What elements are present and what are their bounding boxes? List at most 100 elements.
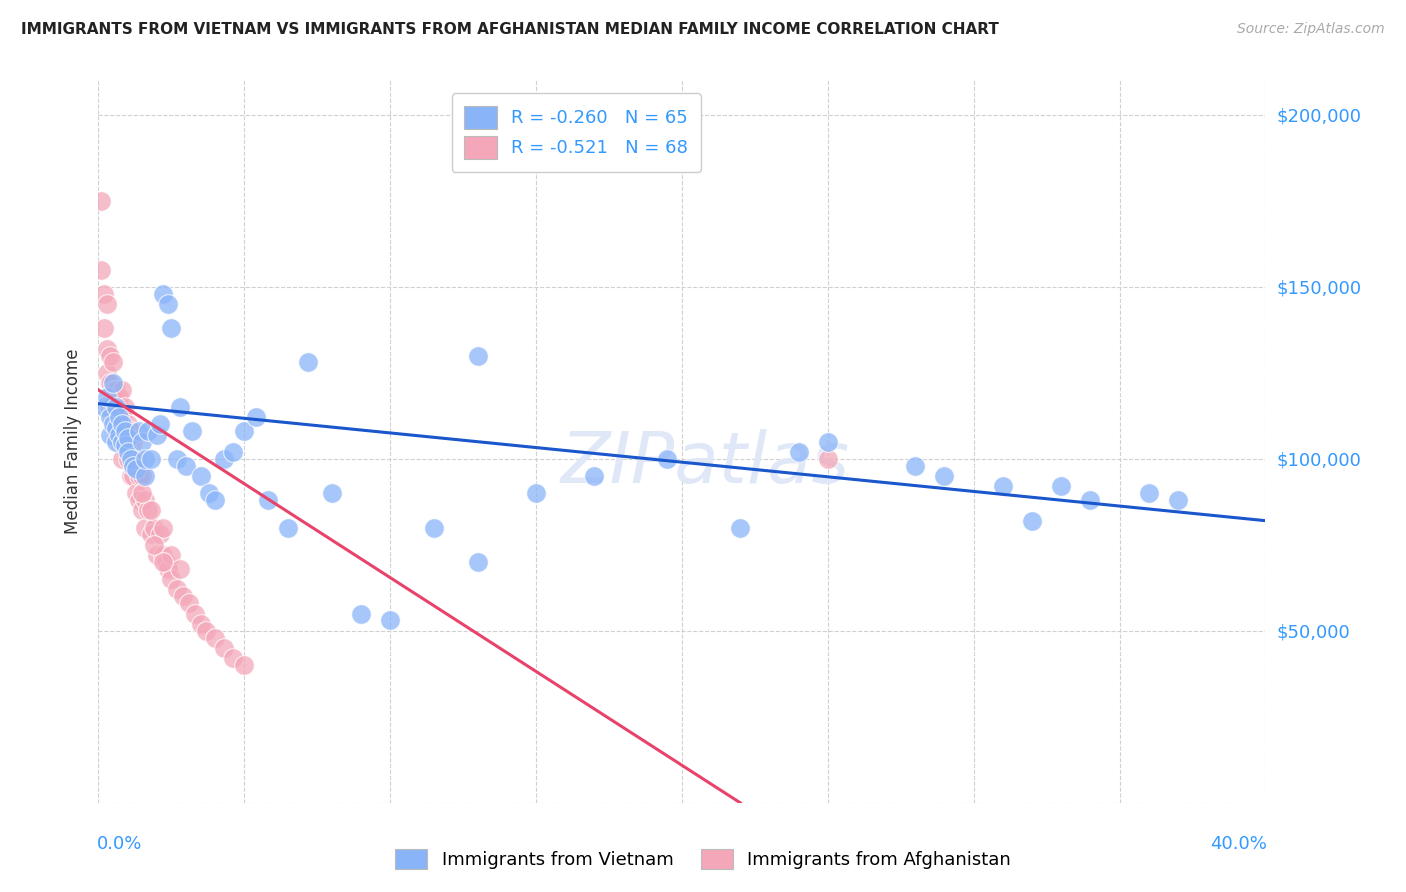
Point [96,366,118,380]
Point [190,616,212,631]
Point [134,520,156,534]
Point [1080,493,1102,508]
Point [111,410,134,425]
Point [101,400,124,414]
Point [93,286,115,301]
Point [1167,493,1189,508]
Point [149,417,172,432]
Point [233,424,256,438]
Y-axis label: Median Family Income: Median Family Income [65,349,83,534]
Point [183,607,205,621]
Point [136,503,159,517]
Point [125,462,148,476]
Point [152,520,174,534]
Point [134,451,156,466]
Point [142,520,165,534]
Point [122,451,145,466]
Point [817,451,839,466]
Point [108,410,131,425]
Point [131,434,153,449]
Point [155,555,177,569]
Point [212,640,235,655]
Point [114,424,136,438]
Point [96,390,118,404]
Point [467,349,489,363]
Point [131,503,153,517]
Point [104,400,127,414]
Point [583,469,606,483]
Point [108,427,131,442]
Point [120,424,142,438]
Point [104,434,127,449]
Point [98,410,121,425]
Legend: Immigrants from Vietnam, Immigrants from Afghanistan: Immigrants from Vietnam, Immigrants from… [385,839,1021,879]
Point [128,424,150,438]
Point [122,458,145,473]
Point [904,458,927,473]
Point [146,548,169,562]
Point [120,451,142,466]
Point [128,493,150,508]
Point [152,286,174,301]
Point [111,434,134,449]
Point [93,400,115,414]
Point [96,342,118,356]
Point [98,400,121,414]
Point [134,469,156,483]
Point [98,427,121,442]
Point [122,469,145,483]
Point [380,614,402,628]
Point [233,658,256,673]
Point [180,424,202,438]
Point [90,262,112,277]
Point [657,451,679,466]
Point [125,486,148,500]
Point [169,562,191,576]
Point [134,493,156,508]
Point [111,424,134,438]
Point [117,445,139,459]
Point [195,624,218,638]
Point [142,538,165,552]
Point [111,417,134,432]
Point [297,355,319,369]
Text: IMMIGRANTS FROM VIETNAM VS IMMIGRANTS FROM AFGHANISTAN MEDIAN FAMILY INCOME CORR: IMMIGRANTS FROM VIETNAM VS IMMIGRANTS FR… [21,22,1000,37]
Point [101,383,124,397]
Point [131,469,153,483]
Point [111,383,134,397]
Point [117,434,139,449]
Text: 0.0%: 0.0% [97,835,142,854]
Point [169,400,191,414]
Point [101,417,124,432]
Point [152,548,174,562]
Point [350,607,373,621]
Point [817,434,839,449]
Point [157,562,180,576]
Point [212,451,235,466]
Text: ZIPatlas: ZIPatlas [561,429,849,498]
Point [139,527,162,541]
Point [104,421,127,435]
Point [101,376,124,390]
Point [125,451,148,466]
Point [1050,479,1073,493]
Point [166,582,188,597]
Point [1021,514,1043,528]
Point [101,355,124,369]
Point [104,424,127,438]
Point [117,431,139,445]
Point [108,390,131,404]
Point [120,469,142,483]
Point [139,503,162,517]
Point [198,486,221,500]
Point [146,427,169,442]
Point [128,469,150,483]
Point [98,376,121,390]
Point [122,434,145,449]
Point [117,451,139,466]
Point [221,445,243,459]
Point [90,194,112,208]
Point [114,434,136,449]
Point [423,520,446,534]
Text: 40.0%: 40.0% [1209,835,1267,854]
